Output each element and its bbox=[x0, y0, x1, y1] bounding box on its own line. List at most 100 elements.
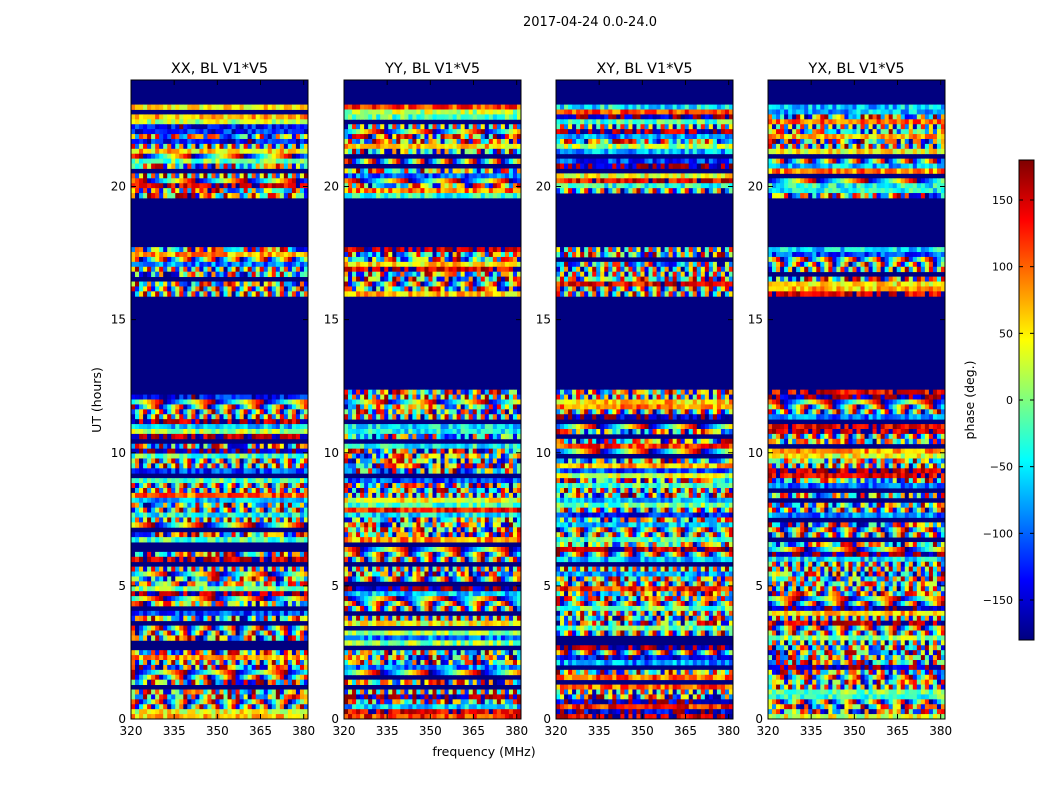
heatmap-cell bbox=[275, 586, 281, 592]
heatmap-cell bbox=[195, 153, 200, 160]
heatmap-cell bbox=[271, 601, 277, 607]
heatmap-cell bbox=[147, 261, 152, 268]
heatmap-cell bbox=[151, 669, 156, 676]
heatmap-cell bbox=[187, 512, 192, 518]
heatmap-cell bbox=[231, 148, 236, 155]
heatmap-cell bbox=[388, 256, 393, 263]
heatmap-cell bbox=[456, 183, 462, 189]
heatmap-cell bbox=[444, 266, 449, 273]
heatmap-cell bbox=[191, 178, 196, 184]
heatmap-cell bbox=[279, 483, 285, 489]
heatmap-cell bbox=[263, 129, 269, 135]
heatmap-cell bbox=[171, 502, 176, 509]
heatmap-cell bbox=[187, 409, 192, 415]
heatmap-cell bbox=[139, 252, 144, 258]
heatmap-cell bbox=[404, 286, 409, 292]
heatmap-cell bbox=[163, 424, 168, 430]
heatmap-cell bbox=[215, 247, 220, 253]
heatmap-cell bbox=[287, 256, 293, 263]
heatmap-cell bbox=[135, 261, 140, 268]
heatmap-cell bbox=[183, 138, 188, 145]
heatmap-cell bbox=[251, 694, 257, 700]
heatmap-cell bbox=[159, 158, 164, 164]
heatmap-cell bbox=[303, 709, 308, 715]
heatmap-cell bbox=[516, 114, 521, 120]
heatmap-cell bbox=[344, 193, 349, 199]
heatmap-cell bbox=[159, 674, 164, 681]
heatmap-cell bbox=[360, 399, 365, 405]
heatmap-cell bbox=[267, 193, 273, 199]
heatmap-cell bbox=[508, 404, 514, 410]
heatmap-cell bbox=[243, 625, 249, 631]
heatmap-cell bbox=[348, 389, 353, 395]
heatmap-cell bbox=[512, 266, 518, 273]
heatmap-cell bbox=[195, 664, 200, 671]
heatmap-cell bbox=[195, 655, 200, 661]
heatmap-cell bbox=[464, 183, 470, 189]
heatmap-cell bbox=[452, 168, 458, 174]
heatmap-cell bbox=[408, 183, 413, 189]
heatmap-cell bbox=[199, 404, 204, 410]
heatmap-cell bbox=[283, 512, 289, 518]
heatmap-cell bbox=[215, 261, 220, 268]
heatmap-cell bbox=[235, 571, 241, 577]
heatmap-cell bbox=[303, 601, 308, 607]
heatmap-cell bbox=[235, 129, 241, 135]
heatmap-cell bbox=[372, 143, 377, 150]
heatmap-cell bbox=[420, 256, 425, 263]
heatmap-cell bbox=[223, 571, 228, 577]
heatmap-cell bbox=[512, 291, 518, 297]
heatmap-cell bbox=[472, 178, 478, 184]
heatmap-cell bbox=[251, 635, 257, 641]
heatmap-cell bbox=[219, 173, 224, 179]
heatmap-cell bbox=[259, 124, 265, 130]
heatmap-cell bbox=[227, 463, 232, 469]
heatmap-cell bbox=[143, 532, 148, 538]
heatmap-cell bbox=[215, 104, 220, 110]
heatmap-cell bbox=[171, 699, 176, 705]
heatmap-cell bbox=[416, 173, 421, 179]
heatmap-cell bbox=[171, 571, 176, 577]
heatmap-cell bbox=[219, 404, 224, 410]
heatmap-cell bbox=[448, 276, 454, 282]
heatmap-cell bbox=[187, 655, 192, 661]
heatmap-cell bbox=[392, 414, 397, 420]
heatmap-cell bbox=[460, 281, 466, 287]
heatmap-cell bbox=[215, 679, 220, 685]
heatmap-cell bbox=[155, 507, 160, 513]
heatmap-cell bbox=[516, 173, 521, 179]
heatmap-cell bbox=[167, 104, 172, 110]
heatmap-cell bbox=[211, 178, 216, 184]
heatmap-cell bbox=[139, 507, 144, 513]
heatmap-cell bbox=[151, 664, 156, 671]
heatmap-cell bbox=[352, 404, 357, 410]
heatmap-cell bbox=[516, 256, 521, 263]
heatmap-cell bbox=[267, 291, 273, 297]
heatmap-cell bbox=[356, 291, 361, 297]
heatmap-cell bbox=[203, 679, 208, 685]
heatmap-cell bbox=[259, 664, 265, 671]
heatmap-cell bbox=[275, 576, 281, 582]
heatmap-cell bbox=[299, 458, 305, 464]
heatmap-cell bbox=[295, 394, 301, 400]
heatmap-cell bbox=[500, 148, 506, 155]
heatmap-cell bbox=[279, 419, 285, 425]
heatmap-cell bbox=[215, 286, 220, 292]
heatmap-cell bbox=[299, 124, 305, 130]
heatmap-cell bbox=[235, 679, 241, 685]
heatmap-cell bbox=[271, 119, 277, 125]
heatmap-cell bbox=[299, 183, 305, 189]
heatmap-cell bbox=[239, 487, 245, 494]
heatmap-cell bbox=[420, 404, 425, 410]
heatmap-cell bbox=[155, 453, 160, 459]
heatmap-cell bbox=[143, 669, 148, 676]
heatmap-cell bbox=[211, 532, 216, 538]
heatmap-cell bbox=[504, 266, 510, 273]
heatmap-cell bbox=[207, 178, 212, 184]
heatmap-cell bbox=[159, 153, 164, 160]
heatmap-cell bbox=[155, 129, 160, 135]
heatmap-cell bbox=[368, 134, 373, 140]
heatmap-cell bbox=[215, 694, 220, 700]
heatmap-cell bbox=[404, 178, 409, 184]
heatmap-cell bbox=[271, 404, 277, 410]
